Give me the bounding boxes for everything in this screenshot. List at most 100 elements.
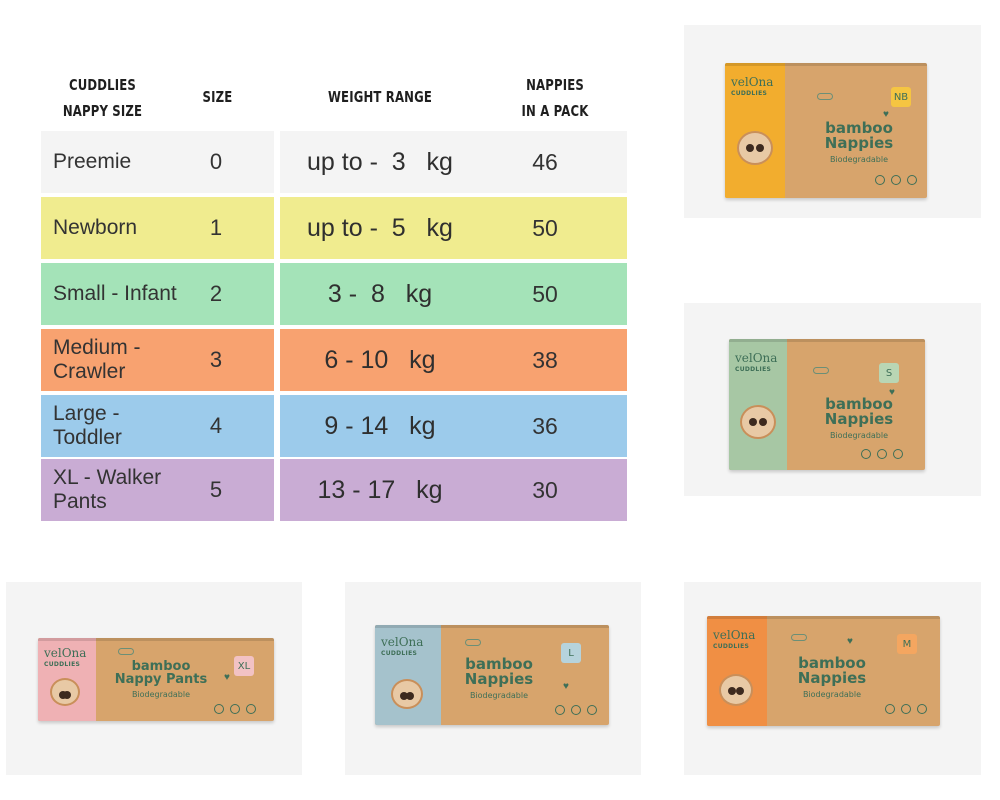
weight-range-value: up to - 5 kg	[307, 213, 453, 242]
weight-range-value: 9 - 14 kg	[324, 411, 436, 440]
brand-logo: velOna CUDDLIES	[44, 646, 87, 668]
panda-icon	[719, 674, 753, 706]
product-box: velOna CUDDLIES bamboo Nappies Biodegradab…	[729, 339, 925, 470]
cloud-icon	[465, 639, 481, 646]
size-tag: S	[879, 363, 899, 383]
size-number: 3	[209, 347, 223, 372]
feature-icon	[901, 704, 911, 714]
feature-icon	[230, 704, 240, 714]
nappy-size-name: Newborn	[53, 216, 138, 239]
product-title: bamboo Nappy Pants	[114, 659, 208, 687]
pack-count-value: 30	[532, 476, 558, 503]
feature-icon	[875, 175, 885, 185]
product-box: velOna CUDDLIES bamboo Nappies Biodegradab…	[725, 63, 927, 198]
product-title: bamboo Nappies	[824, 119, 894, 152]
cloud-icon	[813, 367, 829, 374]
product-subtitle: Biodegradable	[829, 431, 889, 440]
feature-icon	[214, 704, 224, 714]
brand-logo: velOna CUDDLIES	[381, 635, 424, 657]
row-right-cell: up to - 3 kg 46	[280, 131, 627, 193]
table-row: 9 - 14 kg 36 Large - Toddler 4	[41, 395, 627, 457]
cloud-icon	[817, 93, 833, 100]
product-title: bamboo Nappies	[797, 654, 867, 687]
heart-icon: ♥	[889, 387, 895, 398]
header-size: SIZE	[202, 88, 233, 106]
size-tag: M	[897, 634, 917, 654]
feature-icon	[893, 449, 903, 459]
product-title: bamboo Nappies	[824, 395, 894, 428]
product-photo-s: velOna CUDDLIES bamboo Nappies Biodegradab…	[684, 303, 981, 496]
size-number: 1	[209, 215, 223, 240]
heart-icon: ♥	[847, 636, 853, 647]
heart-icon: ♥	[883, 109, 889, 120]
brand-logo: velOna CUDDLIES	[731, 75, 774, 97]
feature-icon	[246, 704, 256, 714]
weight-range-value: up to - 3 kg	[307, 147, 453, 176]
row-left-cell	[41, 329, 274, 391]
product-photo-nb: velOna CUDDLIES bamboo Nappies Biodegradab…	[684, 25, 981, 218]
row-right-cell: 13 - 17 kg 30	[280, 459, 627, 521]
size-tag: L	[561, 643, 581, 663]
row-right-cell: 9 - 14 kg 36	[280, 395, 627, 457]
row-right-cell: up to - 5 kg 50	[280, 197, 627, 259]
product-subtitle: Biodegradable	[802, 690, 862, 699]
nappy-size-name: Small - Infant	[53, 282, 177, 305]
nappy-size-name: Large - Toddler	[53, 402, 122, 449]
pack-count-value: 36	[532, 412, 558, 439]
table-row: up to - 5 kg 50 Newborn 1	[41, 197, 627, 259]
box-color-strip	[725, 63, 785, 198]
heart-icon: ♥	[563, 681, 569, 692]
pack-count-value: 50	[532, 280, 558, 307]
feature-icon	[571, 705, 581, 715]
product-subtitle: Biodegradable	[469, 691, 529, 700]
feature-icon	[555, 705, 565, 715]
product-title: bamboo Nappies	[464, 655, 534, 688]
table-row: 3 - 8 kg 50 Small - Infant 2	[41, 263, 627, 325]
weight-range-value: 13 - 17 kg	[317, 475, 443, 504]
box-color-strip	[707, 616, 767, 726]
feature-icon	[917, 704, 927, 714]
row-left-cell	[41, 459, 274, 521]
feature-icon	[861, 449, 871, 459]
panda-icon	[740, 405, 776, 439]
size-number: 0	[209, 149, 223, 174]
row-left-cell	[41, 197, 274, 259]
table-row: up to - 3 kg 46 Preemie 0	[41, 131, 627, 193]
size-number: 2	[209, 281, 223, 306]
header-weight-range: WEIGHT RANGE	[327, 88, 433, 106]
product-photo-l: velOna CUDDLIES bamboo Nappies Biodegradab…	[345, 582, 641, 775]
row-right-cell: 3 - 8 kg 50	[280, 263, 627, 325]
nappy-size-name: Preemie	[53, 150, 132, 173]
table-row: 13 - 17 kg 30 XL - Walker Pants 5	[41, 459, 627, 521]
nappy-size-name: Medium - Crawler	[53, 336, 141, 383]
size-tag: NB	[891, 87, 911, 107]
panda-icon	[391, 679, 423, 709]
row-left-cell	[41, 263, 274, 325]
product-subtitle: Biodegradable	[829, 155, 889, 164]
weight-range-value: 6 - 10 kg	[324, 345, 436, 374]
brand-logo: velOna CUDDLIES	[735, 351, 778, 373]
box-color-strip	[729, 339, 787, 470]
product-box: velOna CUDDLIES bamboo Nappy Pants Biodegr…	[38, 638, 274, 721]
size-tag: XL	[234, 656, 254, 676]
feature-icon	[907, 175, 917, 185]
product-box: velOna CUDDLIES bamboo Nappies Biodegradab…	[707, 616, 940, 726]
table-row: 6 - 10 kg 38 Medium - Crawler 3	[41, 329, 627, 391]
product-photo-m: velOna CUDDLIES bamboo Nappies Biodegradab…	[684, 582, 981, 775]
row-right-cell: 6 - 10 kg 38	[280, 329, 627, 391]
heart-icon: ♥	[224, 672, 230, 683]
nappy-size-name: XL - Walker Pants	[53, 466, 162, 513]
brand-logo: velOna CUDDLIES	[713, 628, 756, 650]
product-box: velOna CUDDLIES bamboo Nappies Biodegradab…	[375, 625, 609, 725]
header-nappy-size: CUDDLIES NAPPY SIZE	[62, 76, 143, 120]
size-number: 5	[209, 477, 223, 502]
panda-icon	[737, 131, 773, 165]
pack-count-value: 38	[532, 346, 558, 373]
cloud-icon	[791, 634, 807, 641]
panda-icon	[50, 678, 80, 706]
feature-icon	[587, 705, 597, 715]
row-left-cell	[41, 131, 274, 193]
feature-icon	[891, 175, 901, 185]
weight-range-value: 3 - 8 kg	[327, 279, 433, 308]
cloud-icon	[118, 648, 134, 655]
